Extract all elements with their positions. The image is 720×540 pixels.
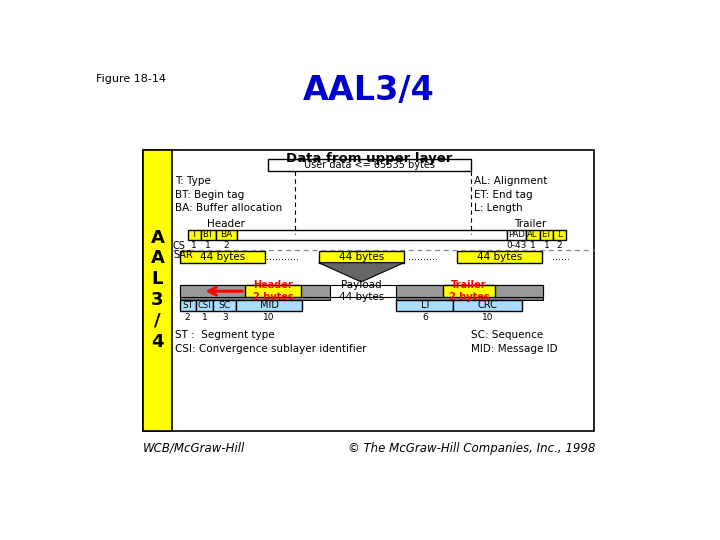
Text: MID: MID [259, 300, 279, 310]
Text: 2: 2 [224, 241, 229, 250]
Text: 2: 2 [557, 241, 562, 250]
Polygon shape [319, 262, 404, 282]
Bar [245, 285, 301, 298]
Text: Data from upper layer: Data from upper layer [286, 152, 452, 165]
Text: 10: 10 [482, 313, 493, 322]
Text: SC: Sequence
MID: Message ID: SC: Sequence MID: Message ID [472, 330, 558, 354]
Text: 44 bytes: 44 bytes [200, 252, 245, 262]
Polygon shape [396, 298, 543, 300]
Text: User data <= 65535 bytes: User data <= 65535 bytes [305, 160, 436, 170]
Text: SC: SC [219, 301, 231, 310]
Bar [196, 300, 213, 311]
Text: SAR: SAR [174, 251, 194, 260]
Text: CSI: CSI [198, 301, 212, 310]
Bar [180, 285, 543, 298]
Text: T: T [192, 231, 197, 239]
Bar [238, 230, 507, 240]
Text: 3: 3 [222, 313, 228, 322]
Text: T: Type
BT: Begin tag
BA: Buffer allocation: T: Type BT: Begin tag BA: Buffer allocat… [175, 177, 282, 213]
Text: AAL3/4: AAL3/4 [303, 74, 435, 107]
Bar [456, 251, 542, 262]
Text: Payload
44 bytes: Payload 44 bytes [338, 280, 384, 302]
Text: PAD: PAD [508, 231, 525, 239]
Text: ......: ...... [552, 252, 570, 262]
Text: 0-43: 0-43 [506, 241, 526, 250]
Bar [319, 251, 404, 262]
Text: Figure 18-14: Figure 18-14 [96, 74, 166, 84]
Text: AL: AL [527, 231, 538, 239]
Text: Header: Header [207, 219, 245, 229]
Bar [454, 300, 522, 311]
Text: 10: 10 [264, 313, 275, 322]
Text: 6: 6 [422, 313, 428, 322]
Text: L: L [557, 231, 562, 239]
Text: 1: 1 [205, 241, 211, 250]
Text: 1: 1 [530, 241, 536, 250]
Bar [507, 230, 526, 240]
Text: Trailer
2 bytes: Trailer 2 bytes [449, 280, 490, 302]
Bar [143, 150, 594, 430]
Text: Header
2 bytes: Header 2 bytes [253, 280, 293, 302]
Text: Trailer: Trailer [514, 219, 546, 229]
Text: BA: BA [220, 231, 233, 239]
Polygon shape [396, 285, 543, 298]
Text: 1: 1 [202, 313, 207, 322]
Text: AL: Alignment
ET: End tag
L: Length: AL: Alignment ET: End tag L: Length [474, 177, 547, 213]
Text: 44 bytes: 44 bytes [477, 252, 522, 262]
Text: A
A
L
3
/
4: A A L 3 / 4 [150, 228, 164, 350]
Bar [215, 230, 238, 240]
Bar [180, 251, 265, 262]
Text: ..........: .......... [408, 252, 438, 262]
Bar [269, 159, 472, 171]
Text: 1: 1 [191, 241, 197, 250]
Polygon shape [180, 285, 330, 298]
Text: WCB/McGraw-Hill: WCB/McGraw-Hill [143, 442, 245, 455]
Text: ET: ET [541, 231, 552, 239]
Bar [443, 285, 495, 298]
Bar [143, 150, 172, 430]
Polygon shape [180, 298, 330, 300]
Bar [236, 300, 302, 311]
Text: ...........: ........... [266, 252, 299, 262]
Text: CS: CS [172, 241, 185, 251]
Bar [526, 230, 539, 240]
Text: BT: BT [202, 231, 213, 239]
Bar [188, 230, 201, 240]
Text: © The McGraw-Hill Companies, Inc., 1998: © The McGraw-Hill Companies, Inc., 1998 [348, 442, 595, 455]
Text: ST: ST [182, 301, 193, 310]
Bar [213, 300, 236, 311]
Text: CRC: CRC [477, 300, 498, 310]
Text: 44 bytes: 44 bytes [338, 252, 384, 262]
Text: ST :  Segment type
CSI: Convergence sublayer identifier: ST : Segment type CSI: Convergence subla… [175, 330, 366, 354]
Text: 1: 1 [544, 241, 549, 250]
Bar [554, 230, 566, 240]
Bar [180, 300, 196, 311]
Text: LI: LI [420, 300, 429, 310]
Bar [539, 230, 554, 240]
Text: 2: 2 [185, 313, 191, 322]
Bar [396, 300, 454, 311]
Bar [201, 230, 215, 240]
